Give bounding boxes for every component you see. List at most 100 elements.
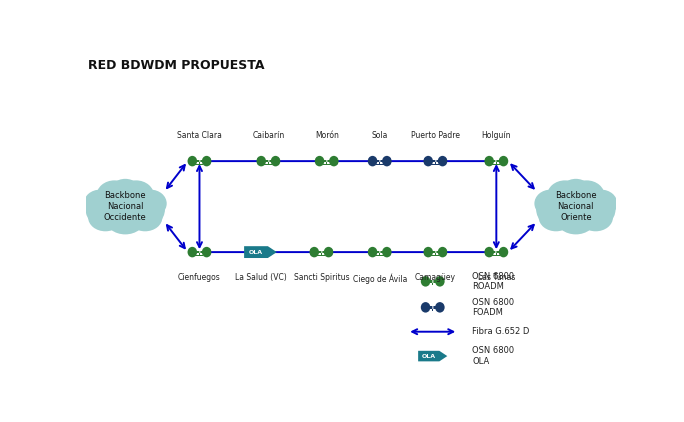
Bar	[323, 160, 330, 162]
Ellipse shape	[382, 247, 392, 257]
Ellipse shape	[271, 156, 280, 166]
Text: T: T	[495, 158, 498, 163]
Text: T: T	[325, 158, 328, 163]
Ellipse shape	[202, 247, 211, 257]
Text: T: T	[198, 158, 201, 163]
Bar	[432, 308, 434, 311]
Bar	[496, 253, 497, 256]
Ellipse shape	[435, 276, 445, 287]
Text: T: T	[431, 279, 434, 284]
Text: Holguín: Holguín	[482, 131, 511, 140]
Ellipse shape	[84, 189, 116, 217]
Text: T: T	[431, 305, 434, 310]
Ellipse shape	[368, 156, 378, 166]
Bar	[196, 255, 203, 256]
Text: Morón: Morón	[315, 131, 339, 140]
Text: Fibra G.652 D: Fibra G.652 D	[473, 327, 530, 336]
Bar	[492, 255, 500, 256]
Ellipse shape	[568, 180, 605, 211]
Ellipse shape	[556, 203, 596, 234]
Ellipse shape	[118, 180, 154, 211]
Ellipse shape	[202, 156, 211, 166]
Ellipse shape	[122, 191, 165, 228]
Bar	[376, 255, 384, 256]
Text: Caibarín: Caibarín	[252, 131, 285, 140]
Text: La Salud (VC): La Salud (VC)	[235, 273, 287, 282]
Text: OSN 6800
FOADM: OSN 6800 FOADM	[473, 298, 514, 317]
Ellipse shape	[579, 203, 613, 231]
Text: Puerto Padre: Puerto Padre	[411, 131, 460, 140]
Bar	[492, 251, 500, 253]
Text: Sancti Spiritus: Sancti Spiritus	[293, 273, 350, 282]
Bar	[323, 164, 330, 165]
Text: Santa Clara: Santa Clara	[177, 131, 222, 140]
Bar	[496, 162, 497, 165]
Bar	[196, 160, 203, 162]
Ellipse shape	[128, 203, 162, 231]
Bar	[196, 164, 203, 165]
Bar	[432, 282, 434, 285]
Bar	[429, 280, 436, 283]
Text: Backbone
Nacional
Occidente: Backbone Nacional Occidente	[104, 191, 146, 222]
Bar	[267, 162, 269, 165]
Text: Backbone
Nacional
Oriente: Backbone Nacional Oriente	[555, 191, 596, 222]
Text: T: T	[495, 249, 498, 254]
Bar	[376, 164, 384, 165]
Bar	[376, 251, 384, 253]
Ellipse shape	[423, 156, 433, 166]
Text: T: T	[198, 249, 201, 254]
Text: T: T	[378, 249, 382, 254]
Ellipse shape	[187, 156, 197, 166]
Ellipse shape	[549, 184, 603, 230]
Bar	[265, 160, 272, 162]
Bar	[434, 253, 436, 256]
Ellipse shape	[573, 191, 616, 228]
Ellipse shape	[547, 180, 583, 211]
Ellipse shape	[109, 179, 142, 207]
Bar	[432, 160, 439, 162]
Ellipse shape	[96, 180, 133, 211]
Ellipse shape	[421, 302, 430, 313]
Text: Las Tunas: Las Tunas	[477, 273, 515, 282]
Text: OSN 6800
OLA: OSN 6800 OLA	[473, 346, 514, 366]
Ellipse shape	[435, 302, 445, 313]
Bar	[199, 162, 200, 165]
Ellipse shape	[539, 203, 573, 231]
Ellipse shape	[98, 184, 153, 230]
Polygon shape	[418, 351, 447, 361]
Text: T: T	[378, 158, 382, 163]
Ellipse shape	[585, 189, 617, 217]
Ellipse shape	[423, 247, 433, 257]
Text: T: T	[319, 249, 324, 254]
Bar	[432, 255, 439, 256]
Bar	[376, 160, 384, 162]
Text: OLA: OLA	[249, 249, 263, 254]
Bar	[492, 164, 500, 165]
Bar	[326, 162, 328, 165]
Ellipse shape	[499, 247, 508, 257]
Ellipse shape	[88, 203, 122, 231]
Ellipse shape	[187, 247, 197, 257]
Bar	[429, 284, 436, 285]
Text: OSN 6800
ROADM: OSN 6800 ROADM	[473, 272, 514, 291]
Ellipse shape	[499, 156, 508, 166]
Bar	[199, 253, 200, 256]
Ellipse shape	[421, 276, 430, 287]
Text: Sola: Sola	[371, 131, 388, 140]
Ellipse shape	[256, 156, 266, 166]
Ellipse shape	[134, 189, 167, 217]
Text: Cienfuegos: Cienfuegos	[178, 273, 221, 282]
Ellipse shape	[324, 247, 333, 257]
Ellipse shape	[309, 247, 319, 257]
Text: T: T	[267, 158, 270, 163]
Bar	[321, 253, 322, 256]
Text: Camagüey: Camagüey	[415, 273, 456, 282]
Ellipse shape	[560, 179, 592, 207]
Bar	[317, 251, 325, 253]
Bar	[434, 162, 436, 165]
Ellipse shape	[329, 156, 339, 166]
Ellipse shape	[534, 189, 567, 217]
Ellipse shape	[484, 156, 494, 166]
Bar	[432, 251, 439, 253]
Bar	[317, 255, 326, 256]
